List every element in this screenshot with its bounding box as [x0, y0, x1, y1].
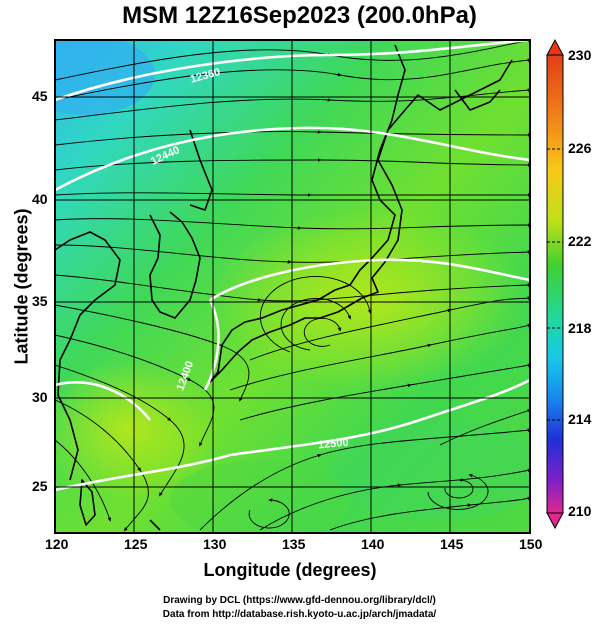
x-tick-label: 145 — [440, 536, 464, 552]
colorbar — [546, 38, 564, 530]
x-tick-label: 140 — [361, 536, 385, 552]
height-contours — [55, 40, 530, 492]
y-tick-label: 35 — [32, 293, 48, 309]
y-tick-label: 30 — [32, 389, 48, 405]
x-axis-title: Longitude (degrees) — [203, 560, 377, 580]
chart-title: MSM 12Z16Sep2023 (200.0hPa) — [122, 2, 477, 29]
y-tick-label: 45 — [32, 88, 48, 104]
credit-data: Data from http://database.rish.kyoto-u.a… — [162, 609, 437, 620]
y-tick-label: 25 — [32, 478, 48, 494]
plot-frame — [54, 39, 531, 534]
y-axis-title: Latitude (degrees) — [11, 208, 32, 365]
x-tick-label: 120 — [45, 536, 69, 552]
x-tick-label: 150 — [519, 536, 543, 552]
colorbar-label: 214 — [568, 411, 592, 427]
colorbar-label: 218 — [568, 320, 592, 336]
x-tick-label: 130 — [203, 536, 227, 552]
credit-drawing: Drawing by DCL (https://www.gfd-dennou.o… — [163, 595, 436, 606]
anticyclone-swirl — [248, 473, 489, 529]
colorbar-label: 210 — [568, 503, 592, 519]
x-tick-label: 125 — [124, 536, 148, 552]
streamlines — [55, 40, 530, 532]
x-tick-label: 135 — [282, 536, 306, 552]
gridlines — [55, 40, 530, 533]
cyclone-swirl — [259, 276, 372, 353]
colorbar-label: 230 — [568, 47, 592, 63]
colorbar-label: 222 — [568, 233, 592, 249]
y-tick-label: 40 — [32, 191, 48, 207]
shaded-field — [55, 40, 530, 533]
colorbar-label: 226 — [568, 140, 592, 156]
